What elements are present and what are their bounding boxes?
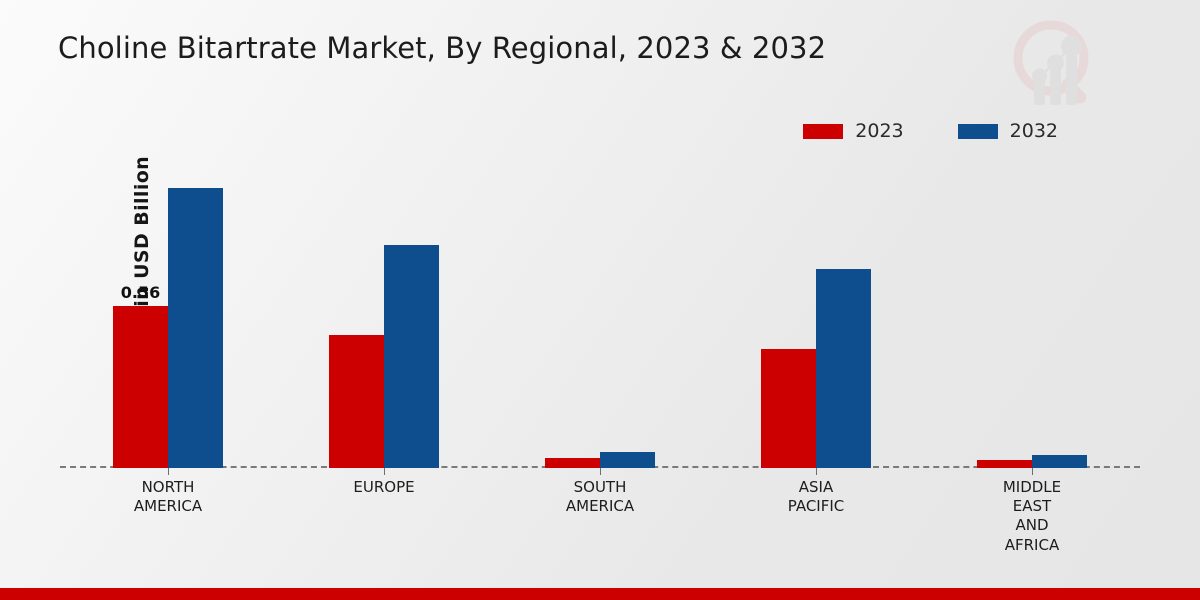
bar-group: SOUTH AMERICA — [492, 150, 708, 515]
legend-label-2032: 2032 — [1009, 120, 1058, 142]
bar-group: EUROPE — [276, 150, 492, 496]
bar-pair — [545, 150, 655, 468]
bar-pair — [761, 150, 871, 468]
bar-2032[interactable] — [384, 245, 439, 468]
bar-2023[interactable] — [329, 335, 384, 468]
x-axis-tick — [816, 468, 817, 475]
bar-2032[interactable] — [816, 268, 871, 468]
bar-group: 0.56 NORTH AMERICA — [60, 150, 276, 515]
page-title: Choline Bitartrate Market, By Regional, … — [58, 31, 827, 65]
bar-2023[interactable]: 0.56 — [113, 283, 168, 468]
x-axis-category-label: SOUTH AMERICA — [565, 478, 635, 516]
bar-value-label: 0.56 — [120, 283, 161, 303]
bar-chart-icon — [1032, 35, 1082, 105]
bar-2023[interactable] — [545, 457, 600, 468]
bar-2032[interactable] — [168, 187, 223, 468]
legend-item-2032[interactable]: 2032 — [957, 120, 1058, 142]
x-axis-tick — [384, 468, 385, 475]
watermark-logo — [1013, 20, 1089, 105]
legend-label-2023: 2023 — [855, 120, 904, 142]
chart-legend: 2023 2032 — [803, 120, 1058, 142]
legend-swatch-2023-icon — [803, 123, 844, 139]
legend-swatch-2032-icon — [957, 123, 998, 139]
x-axis-tick — [168, 468, 169, 475]
x-axis-category-label: NORTH AMERICA — [133, 478, 203, 516]
bar-2032[interactable] — [1032, 455, 1087, 468]
magnifier-icon — [1013, 20, 1089, 104]
x-axis-category-label: MIDDLE EAST AND AFRICA — [1002, 478, 1062, 554]
bar-2032[interactable] — [600, 452, 655, 468]
bar-2023[interactable] — [977, 459, 1032, 468]
bottom-accent-bar — [0, 588, 1200, 600]
x-axis-tick — [600, 468, 601, 475]
x-axis-tick — [1032, 468, 1033, 475]
x-axis-category-label: EUROPE — [353, 478, 415, 496]
bar-pair: 0.56 — [113, 150, 223, 468]
legend-item-2023[interactable]: 2023 — [803, 120, 904, 142]
bar-2023[interactable] — [761, 349, 816, 468]
plot-area: 0.56 NORTH AMERICA EUROPE SOUTH AMERICA ASIA… — [60, 150, 1140, 554]
bar-groups: 0.56 NORTH AMERICA EUROPE SOUTH AMERICA ASIA… — [60, 150, 1140, 554]
x-axis-category-label: ASIA PACIFIC — [787, 478, 845, 516]
bar-group: MIDDLE EAST AND AFRICA — [924, 150, 1140, 554]
bar-group: ASIA PACIFIC — [708, 150, 924, 515]
bar-pair — [329, 150, 439, 468]
bar-pair — [977, 150, 1087, 468]
